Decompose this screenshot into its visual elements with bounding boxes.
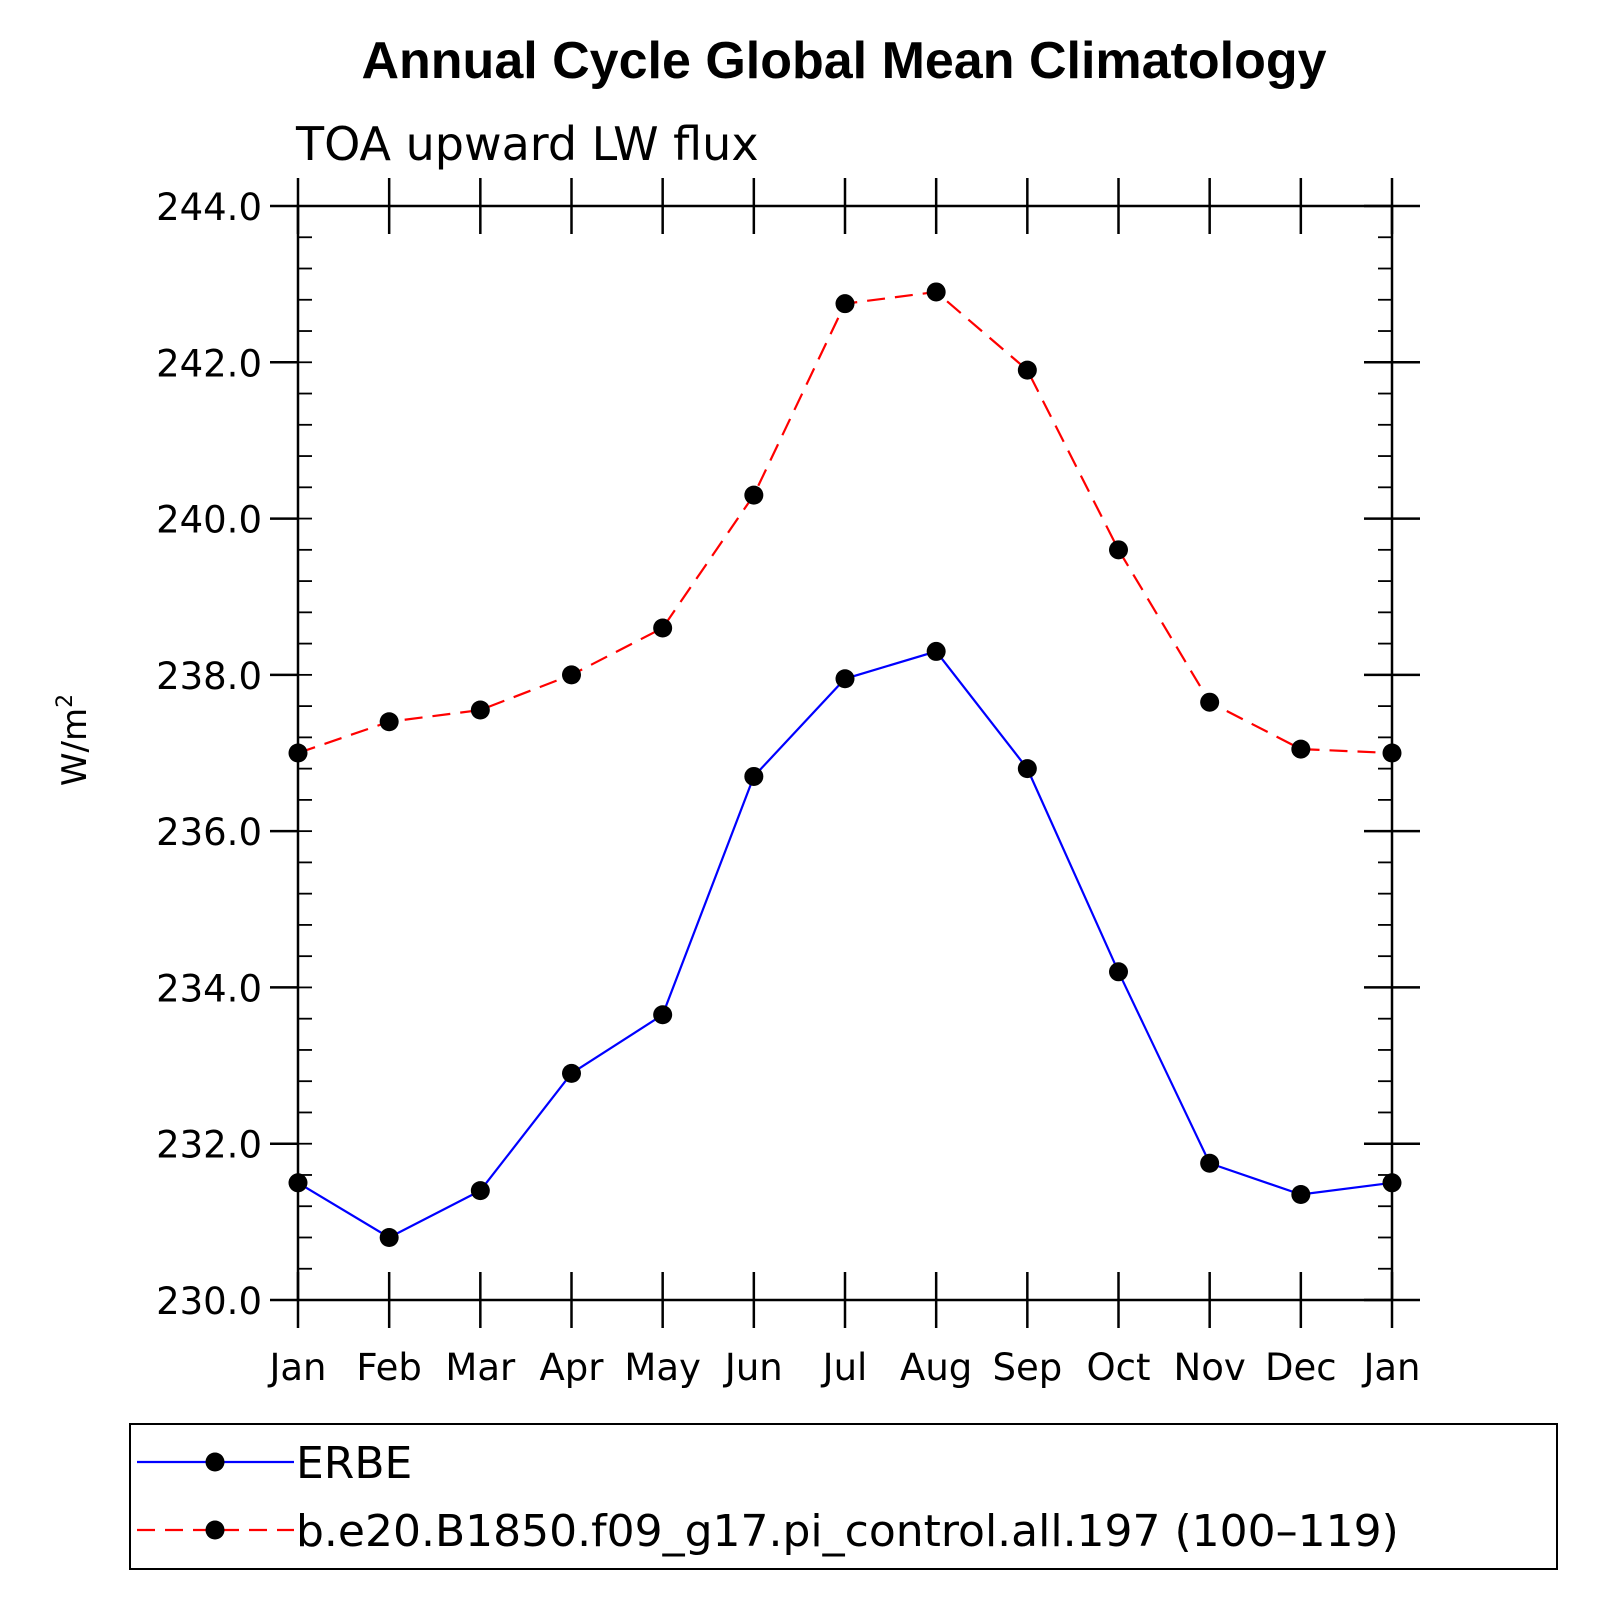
data-point <box>562 1063 581 1083</box>
x-tick-label: Sep <box>992 1346 1062 1389</box>
data-point <box>1382 743 1402 763</box>
legend-box <box>129 1423 1558 1570</box>
x-tick-label: Jun <box>723 1346 783 1389</box>
legend-marker <box>205 1452 225 1472</box>
chart-title: Annual Cycle Global Mean Climatology <box>361 32 1326 90</box>
x-tick-label: Feb <box>356 1346 422 1389</box>
chart-subtitle: TOA upward LW flux <box>295 117 759 171</box>
series-line <box>297 650 1393 1239</box>
data-point <box>926 641 946 661</box>
data-point <box>288 743 308 763</box>
data-point <box>1382 1173 1402 1193</box>
data-point <box>926 282 946 302</box>
legend-marker <box>205 1520 225 1540</box>
data-point <box>562 665 581 685</box>
series-1 <box>288 641 1402 1247</box>
legend: ERBE b.e20.B1850.f09_g17.pi_control.all.1… <box>129 1423 1558 1570</box>
data-point <box>653 1005 673 1025</box>
y-tick-label: 242.0 <box>156 342 262 385</box>
legend-label: ERBE <box>296 1438 412 1489</box>
x-tick-label: Apr <box>539 1346 604 1389</box>
y-tick-label: 238.0 <box>156 655 262 698</box>
data-point <box>1200 692 1220 712</box>
legend-label: b.e20.B1850.f09_g17.pi_control.all.197 (… <box>296 1506 1399 1557</box>
x-tick-label: Nov <box>1174 1346 1246 1389</box>
x-tick-label: Aug <box>900 1346 972 1389</box>
tick-labels-group: 230.0 232.0 234.0 236.0 238.0 240.0 242.0 244.0… <box>156 186 1420 1389</box>
plot-frame <box>296 204 1394 1302</box>
data-point <box>835 294 855 314</box>
data-point <box>1109 962 1128 982</box>
axes-group <box>270 178 1420 1328</box>
x-tick-label: Jan <box>1361 1346 1420 1389</box>
y-axis-label: W/m2 <box>53 694 95 786</box>
data-point <box>1109 540 1128 560</box>
y-tick-label: 240.0 <box>156 499 262 542</box>
y-tick-label: 232.0 <box>156 1124 262 1167</box>
data-point <box>470 700 490 720</box>
data-point <box>379 712 399 732</box>
data-point <box>1017 360 1037 380</box>
x-tick-label: May <box>624 1346 701 1389</box>
data-point <box>744 766 764 786</box>
data-point <box>288 1173 308 1193</box>
y-tick-label: 234.0 <box>156 967 262 1010</box>
data-point <box>653 618 673 638</box>
series-2 <box>288 282 1402 763</box>
data-point <box>744 485 764 505</box>
x-tick-label: Jul <box>821 1346 868 1389</box>
y-axis-label-superscript: 2 <box>53 694 78 708</box>
data-point <box>1017 759 1037 779</box>
y-tick-label: 230.0 <box>156 1280 262 1323</box>
data-point <box>1200 1153 1220 1173</box>
data-point <box>470 1181 490 1201</box>
data-point <box>1291 1185 1311 1205</box>
x-tick-label: Dec <box>1265 1346 1337 1389</box>
series-group <box>288 282 1402 1247</box>
y-tick-label: 244.0 <box>156 186 262 229</box>
data-point <box>379 1227 399 1247</box>
x-tick-label: Oct <box>1087 1346 1151 1389</box>
y-axis-label-unit: W/m <box>55 708 95 786</box>
y-tick-label: 236.0 <box>156 811 262 854</box>
x-tick-label: Mar <box>445 1346 516 1389</box>
data-point <box>835 669 855 689</box>
data-point <box>1291 739 1311 759</box>
x-tick-label: Jan <box>267 1346 326 1389</box>
